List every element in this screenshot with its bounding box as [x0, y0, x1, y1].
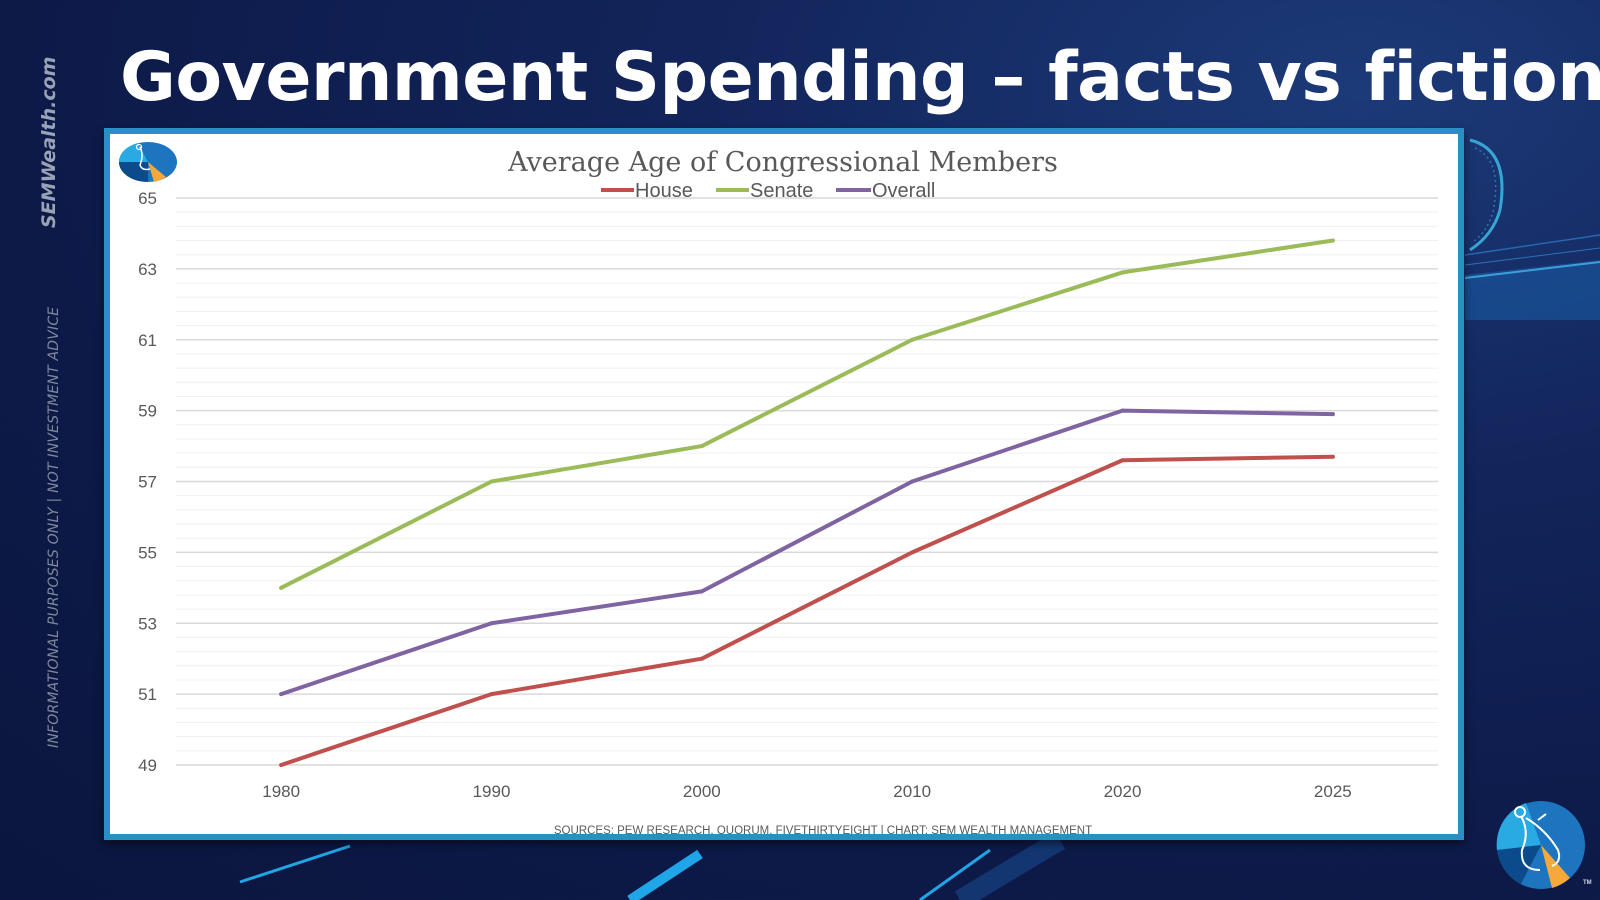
series-overall [279, 408, 1335, 697]
data-point-overall [279, 692, 284, 697]
y-tick-label: 53 [138, 614, 157, 633]
data-point-house [489, 692, 494, 697]
data-point-overall [699, 589, 704, 594]
x-tick-label: 2025 [1314, 782, 1352, 801]
series-senate [279, 238, 1335, 590]
x-tick-label: 1980 [262, 782, 300, 801]
x-tick-label: 2000 [683, 782, 721, 801]
series-line-house [279, 454, 1335, 767]
chart-panel [110, 134, 1458, 834]
y-tick-label: 51 [138, 685, 157, 704]
gridlines [176, 197, 1438, 766]
sem-logo-small [118, 142, 177, 182]
data-point-overall [489, 621, 494, 626]
y-tick-label: 61 [138, 331, 157, 350]
data-point-overall [1120, 408, 1125, 413]
light-streak-decoration [239, 840, 1066, 900]
chart-source: SOURCES: PEW RESEARCH, QUORUM, FIVETHIRT… [554, 825, 1092, 834]
network-arc-decoration [1465, 138, 1600, 320]
data-point-senate [1120, 270, 1125, 275]
data-point-house [1120, 458, 1125, 463]
data-point-senate [279, 585, 284, 590]
series-lines [279, 238, 1335, 767]
y-tick-label: 59 [138, 402, 157, 421]
y-tick-label: 55 [138, 543, 157, 562]
data-point-house [1330, 454, 1335, 459]
legend-label-house: House [635, 180, 693, 202]
y-axis-ticks: 49 51 53 55 57 59 61 63 65 [138, 189, 157, 775]
legend-item-overall: Overall [836, 180, 935, 202]
data-point-house [699, 656, 704, 661]
data-point-house [279, 763, 284, 767]
brand-website: SEMWealth.com [38, 56, 60, 228]
line-chart: 49 51 53 55 57 59 61 63 65 1980 1990 2000 2010 2020 2… [138, 147, 1438, 834]
series-house [279, 454, 1335, 767]
series-line-senate [279, 238, 1335, 590]
x-tick-label: 2020 [1104, 782, 1142, 801]
sem-logo-large [1496, 801, 1585, 889]
data-point-senate [699, 444, 704, 449]
slide-title: Government Spending – facts vs fiction [120, 38, 1600, 117]
legend: House Senate Overall [601, 180, 935, 202]
x-tick-label: 2010 [893, 782, 931, 801]
legend-item-senate: Senate [716, 180, 813, 202]
data-point-overall [1330, 412, 1335, 417]
legend-item-house: House [601, 180, 693, 202]
series-line-overall [279, 408, 1335, 697]
y-tick-label: 49 [138, 756, 157, 775]
y-tick-label: 63 [138, 260, 157, 279]
y-tick-label: 57 [138, 473, 157, 492]
x-tick-label: 1990 [473, 782, 511, 801]
data-point-overall [910, 479, 915, 484]
data-point-house [910, 550, 915, 555]
disclaimer-text: INFORMATIONAL PURPOSES ONLY | NOT INVEST… [46, 306, 62, 748]
chart-frame [104, 128, 1464, 840]
legend-label-senate: Senate [750, 180, 813, 202]
legend-label-overall: Overall [872, 180, 935, 202]
trademark: TM [1583, 880, 1592, 886]
y-tick-label: 65 [138, 189, 157, 208]
data-point-senate [1330, 238, 1335, 243]
data-point-senate [489, 479, 494, 484]
chart-title: Average Age of Congressional Members [507, 147, 1058, 178]
x-axis-ticks: 1980 1990 2000 2010 2020 2025 [262, 782, 1351, 801]
data-point-senate [910, 337, 915, 342]
